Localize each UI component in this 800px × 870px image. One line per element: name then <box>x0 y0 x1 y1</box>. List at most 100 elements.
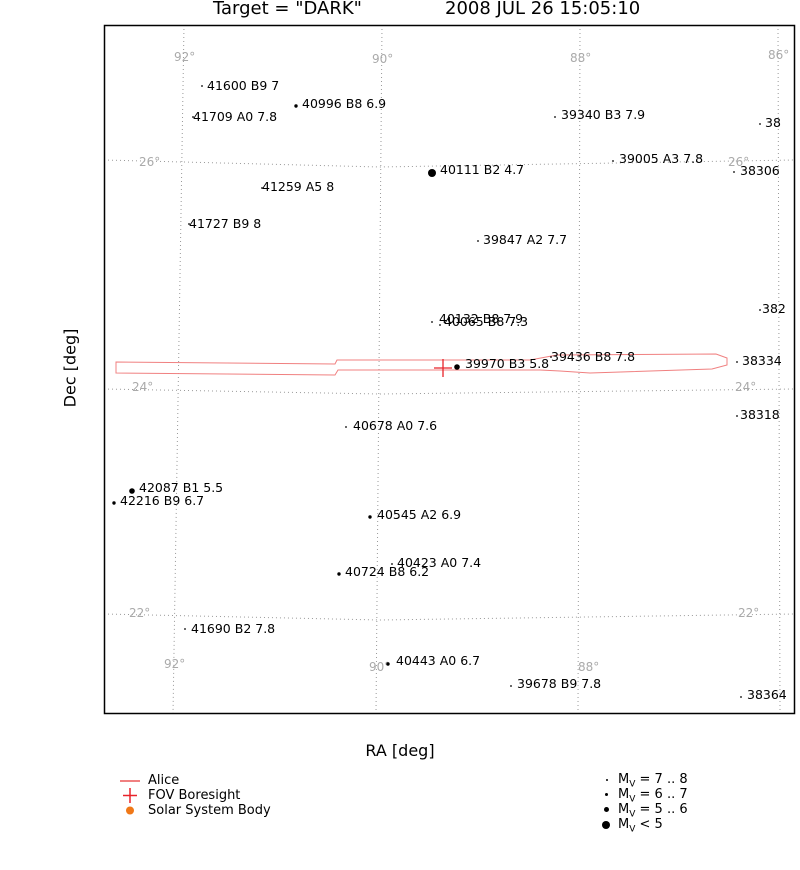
datetime-title: 2008 JUL 26 15:05:10 <box>445 0 641 19</box>
star-12: 40132 B8 7.9 <box>431 311 523 326</box>
star-4: 38 <box>759 115 781 130</box>
star-22: 40423 A0 7.4 <box>391 555 481 570</box>
star-marker <box>294 104 298 108</box>
star-25: 40443 A0 6.7 <box>386 653 480 668</box>
star-label: 39436 B8 7.8 <box>551 349 635 364</box>
star-label: 40132 B8 7.9 <box>439 311 523 326</box>
star-label: 38318 <box>740 407 780 422</box>
star-marker <box>112 501 116 505</box>
ra-grid-label: 90° <box>372 52 393 66</box>
star-7: 38306 <box>733 163 780 178</box>
fov-boresight <box>434 359 452 377</box>
y-axis-label: Dec [deg] <box>60 328 80 408</box>
star-0: 41600 B9 7 <box>201 78 279 93</box>
star-marker <box>337 572 341 576</box>
grid-labels: 92° 92° 90° 90° 88° 88° 86° 26° 26° 24° 24° 22° 22° <box>129 48 789 674</box>
star-marker <box>550 356 552 358</box>
star-label: 41709 A0 7.8 <box>193 109 277 124</box>
star-marker <box>740 696 742 698</box>
star-marker <box>431 321 433 323</box>
star-marker <box>201 85 203 87</box>
chart-title: Target = "DARK" 2008 JUL 26 15:05:10 <box>0 0 800 22</box>
star-27: 38364 <box>740 687 787 702</box>
star-label: 39005 A3 7.8 <box>619 151 703 166</box>
star-label: 38 <box>765 115 781 130</box>
star-5: 40111 B2 4.7 <box>428 162 524 177</box>
ra-grid-line <box>577 24 581 715</box>
star-label: 40724 B8 6.2 <box>345 564 429 579</box>
star-marker <box>428 169 436 177</box>
dec-grid-label: 26° <box>728 155 749 169</box>
ra-grid-label: 86° <box>768 48 789 62</box>
star-marker <box>733 171 735 173</box>
star-label: 40443 A0 6.7 <box>396 653 480 668</box>
star-marker <box>759 123 761 125</box>
star-marker <box>510 685 512 687</box>
star-label: 41600 B9 7 <box>207 78 279 93</box>
star-label: 38334 <box>742 353 782 368</box>
star-marker <box>391 563 393 565</box>
star-marker <box>386 662 390 666</box>
star-11: 382 <box>759 301 786 316</box>
alice-fov-outline <box>115 353 728 376</box>
star-marker <box>261 187 263 189</box>
star-marker <box>736 361 738 363</box>
star-marker <box>184 628 186 630</box>
star-label: 41727 B9 8 <box>189 216 261 231</box>
dec-grid-line <box>103 613 795 621</box>
star-13: 40065 B8 7.3 <box>439 314 528 329</box>
star-label: 40545 A2 6.9 <box>377 507 461 522</box>
star-marker <box>345 426 347 428</box>
star-15: 39436 B8 7.8 <box>550 349 635 364</box>
ra-grid-label: 92° <box>164 657 185 671</box>
ra-grid-label: 88° <box>578 660 599 674</box>
star-20: 42216 B9 6.7 <box>112 493 204 508</box>
x-axis-label: RA [deg] <box>365 741 435 760</box>
star-label: 39340 B3 7.9 <box>561 107 645 122</box>
star-label: 42216 B9 6.7 <box>120 493 204 508</box>
star-marker <box>454 364 460 370</box>
star-17: 40678 A0 7.6 <box>345 418 437 433</box>
star-label: 38306 <box>740 163 780 178</box>
star-9: 41727 B9 8 <box>188 216 261 231</box>
star-marker <box>129 488 135 494</box>
star-marker <box>612 160 614 162</box>
star-label: 40996 B8 6.9 <box>302 96 386 111</box>
plot-frame <box>103 24 796 715</box>
star-marker <box>192 116 194 118</box>
star-16: 38334 <box>736 353 782 368</box>
star-label: 39678 B9 7.8 <box>517 676 601 691</box>
star-label: 40065 B8 7.3 <box>444 314 528 329</box>
star-marker <box>477 240 479 242</box>
star-24: 41690 B2 7.8 <box>184 621 275 636</box>
star-label: 40423 A0 7.4 <box>397 555 481 570</box>
ra-grid-line <box>172 24 185 715</box>
star-1: 41709 A0 7.8 <box>192 109 277 124</box>
star-10: 39847 A2 7.7 <box>477 232 567 247</box>
star-marker <box>439 324 441 326</box>
target-title: Target = "DARK" <box>213 0 362 19</box>
star-19: 42087 B1 5.5 <box>129 480 223 495</box>
ra-grid-label: 88° <box>570 51 591 65</box>
star-18: 38318 <box>736 407 780 422</box>
star-8: 41259 A5 8 <box>261 179 334 194</box>
star-26: 39678 B9 7.8 <box>510 676 601 691</box>
ra-grid-label: 90° <box>369 660 390 674</box>
star-label: 39847 A2 7.7 <box>483 232 567 247</box>
star-label: 42087 B1 5.5 <box>139 480 223 495</box>
star-marker <box>554 116 556 118</box>
star-14: 39970 B3 5.8 <box>454 356 549 371</box>
star-2: 40996 B8 6.9 <box>294 96 386 111</box>
star-label: 38364 <box>747 687 787 702</box>
dec-grid-label: 22° <box>738 606 759 620</box>
star-marker <box>188 223 190 225</box>
star-label: 39970 B3 5.8 <box>465 356 549 371</box>
star-label: 40111 B2 4.7 <box>440 162 524 177</box>
star-marker <box>759 309 761 311</box>
star-21: 40545 A2 6.9 <box>368 507 461 522</box>
dec-grid-label: 22° <box>129 606 150 620</box>
star-label: 382 <box>762 301 786 316</box>
dec-grid-line <box>103 159 795 168</box>
star-marker <box>368 515 372 519</box>
star-label: 41259 A5 8 <box>262 179 334 194</box>
